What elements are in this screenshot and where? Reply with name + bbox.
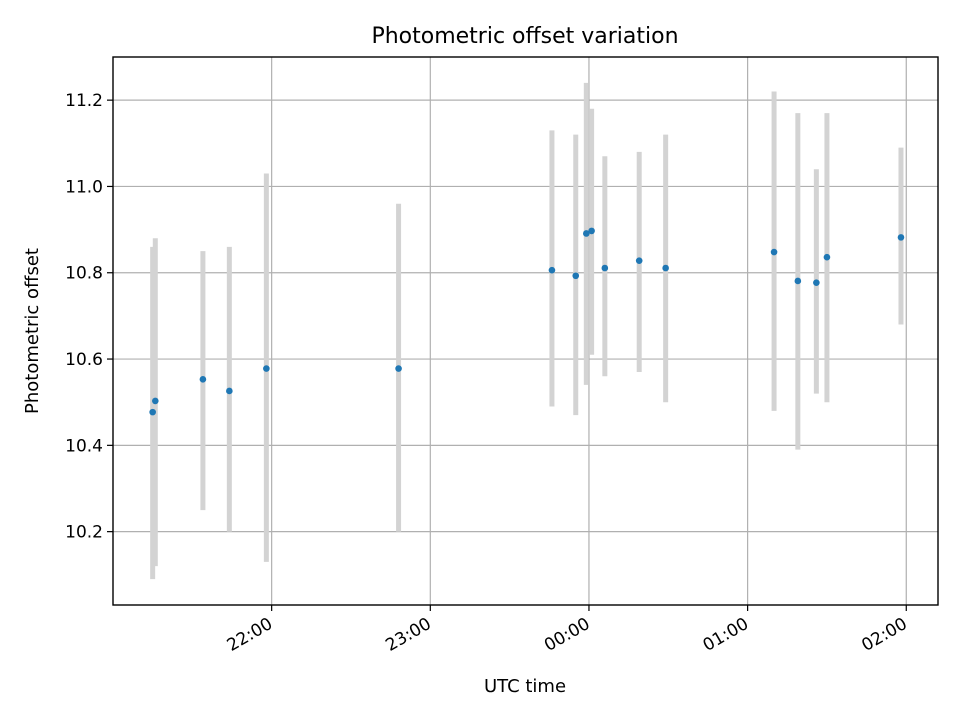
y-tick-label: 10.4 <box>65 436 103 456</box>
data-point <box>395 365 402 372</box>
x-axis-label: UTC time <box>484 676 566 697</box>
data-point <box>662 264 669 272</box>
y-axis-label: Photometric offset <box>22 248 43 414</box>
y-tick-label: 10.8 <box>65 264 103 284</box>
data-point <box>583 230 590 237</box>
plot-area-frame <box>112 56 939 606</box>
data-point <box>813 279 820 286</box>
chart-title: Photometric offset variation <box>371 24 678 49</box>
y-tick-label: 11.2 <box>65 91 103 111</box>
data-point <box>226 387 233 395</box>
y-tick-label: 11.0 <box>65 177 103 197</box>
data-point <box>263 365 270 372</box>
data-point <box>823 253 831 261</box>
data-point <box>548 266 556 274</box>
y-tick-label: 10.2 <box>65 523 103 543</box>
data-points <box>149 227 905 416</box>
data-point <box>897 234 905 241</box>
data-point <box>635 257 643 264</box>
y-axis-ticks: 10.2 10.4 10.6 10.8 11.0 11.2 <box>65 91 113 543</box>
data-point <box>199 376 207 383</box>
data-point <box>770 248 778 256</box>
grid-lines <box>113 57 938 605</box>
data-point <box>149 408 156 416</box>
y-tick-label: 10.6 <box>65 350 103 370</box>
data-point <box>152 397 159 405</box>
data-point <box>794 277 802 285</box>
data-point <box>572 272 580 280</box>
data-point <box>601 264 609 272</box>
data-point <box>588 227 595 235</box>
